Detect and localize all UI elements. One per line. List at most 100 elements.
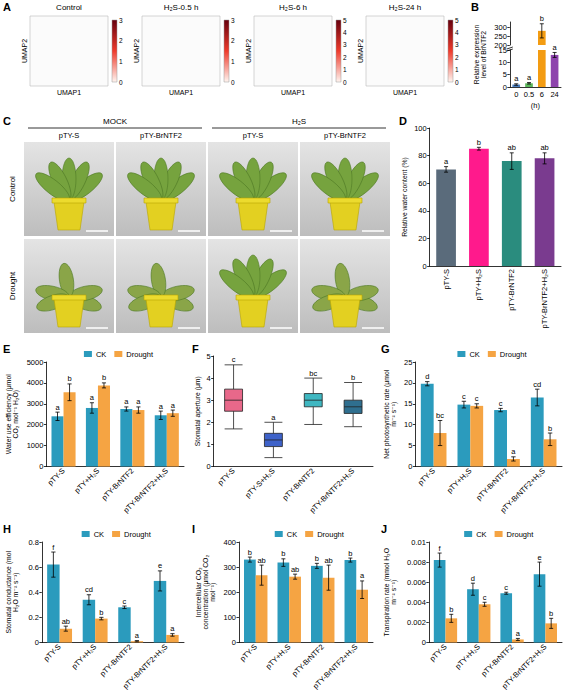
svg-text:CK: CK [96, 350, 106, 359]
svg-text:0: 0 [231, 79, 235, 86]
svg-text:UMAP1: UMAP1 [393, 89, 417, 96]
svg-text:G: G [381, 343, 390, 355]
svg-text:b: b [67, 374, 71, 383]
svg-text:Drought: Drought [317, 530, 345, 539]
svg-text:bc: bc [309, 369, 317, 378]
svg-text:ab: ab [324, 556, 332, 565]
svg-text:a: a [90, 393, 95, 402]
svg-text:pTY+H₂S: pTY+H₂S [264, 642, 293, 671]
svg-text:15: 15 [404, 399, 412, 408]
svg-text:a: a [55, 403, 60, 412]
svg-text:b: b [315, 554, 319, 563]
svg-text:F: F [192, 343, 199, 355]
svg-text:0.01: 0.01 [411, 538, 426, 547]
svg-text:5: 5 [206, 352, 210, 361]
svg-text:J: J [381, 523, 387, 535]
svg-text:b: b [351, 373, 355, 382]
svg-text:Drought: Drought [500, 350, 528, 359]
svg-text:bc: bc [436, 411, 444, 420]
svg-text:UMAP2: UMAP2 [245, 39, 252, 63]
svg-text:CK: CK [287, 530, 297, 539]
svg-text:a: a [135, 631, 140, 640]
svg-text:5: 5 [455, 17, 459, 24]
svg-text:pTY-BrNTF2: pTY-BrNTF2 [474, 466, 510, 502]
svg-text:mol⁻¹): mol⁻¹) [209, 583, 217, 602]
svg-text:a: a [159, 402, 164, 411]
svg-text:UMAP1: UMAP1 [57, 89, 81, 96]
svg-text:a: a [360, 571, 365, 580]
svg-text:pTY-BrNTF2+H₂S: pTY-BrNTF2+H₂S [121, 642, 169, 690]
svg-text:H₂S-6 h: H₂S-6 h [279, 3, 307, 12]
svg-text:2: 2 [455, 54, 459, 61]
svg-text:H₂O m⁻² s⁻¹): H₂O m⁻² s⁻¹) [12, 572, 20, 612]
svg-text:pTY-BrNTF2: pTY-BrNTF2 [290, 642, 326, 678]
svg-text:pTY-BrNTF2: pTY-BrNTF2 [479, 642, 515, 678]
svg-text:15: 15 [498, 46, 506, 55]
svg-text:c: c [504, 583, 508, 592]
svg-text:pTY-S: pTY-S [46, 466, 67, 487]
svg-text:24: 24 [550, 90, 558, 99]
svg-text:4: 4 [455, 29, 459, 36]
svg-text:c: c [475, 394, 479, 403]
svg-text:a: a [516, 629, 521, 638]
svg-text:2: 2 [231, 37, 235, 44]
svg-text:100: 100 [223, 613, 236, 622]
svg-text:e: e [158, 561, 162, 570]
svg-text:c: c [499, 399, 503, 408]
svg-text:c: c [232, 355, 236, 364]
svg-text:25: 25 [404, 358, 412, 367]
svg-text:10: 10 [498, 58, 506, 67]
svg-text:a: a [444, 157, 449, 166]
svg-text:2000: 2000 [27, 420, 44, 429]
svg-text:(h): (h) [531, 101, 541, 110]
svg-text:pTY-S: pTY-S [59, 131, 80, 140]
svg-text:0: 0 [408, 462, 412, 471]
svg-text:1: 1 [231, 58, 235, 65]
svg-text:0.6: 0.6 [28, 563, 38, 572]
svg-text:20: 20 [418, 234, 426, 243]
svg-text:d: d [425, 372, 429, 381]
svg-text:0: 0 [514, 90, 518, 99]
svg-text:0.4: 0.4 [28, 588, 38, 597]
svg-text:Drought: Drought [507, 530, 535, 539]
svg-text:UMAP1: UMAP1 [281, 89, 305, 96]
svg-text:b: b [348, 549, 352, 558]
svg-text:E: E [3, 343, 10, 355]
svg-text:pTY-BrNTF2: pTY-BrNTF2 [507, 269, 516, 311]
svg-text:4: 4 [343, 29, 347, 36]
svg-text:0: 0 [206, 462, 210, 471]
svg-text:pTY+H₂S: pTY+H₂S [474, 269, 483, 300]
svg-text:m⁻² s⁻¹): m⁻² s⁻¹) [390, 402, 398, 427]
svg-text:0: 0 [422, 638, 426, 647]
svg-text:0.008: 0.008 [407, 558, 426, 567]
svg-text:ab: ab [257, 556, 265, 565]
svg-text:1: 1 [343, 66, 347, 73]
svg-text:b: b [99, 608, 103, 617]
svg-text:m⁻² s⁻¹): m⁻² s⁻¹) [390, 580, 398, 605]
svg-text:10: 10 [404, 420, 412, 429]
svg-text:3: 3 [231, 17, 235, 24]
svg-text:6: 6 [540, 90, 544, 99]
svg-text:pTY-S: pTY-S [442, 269, 451, 290]
svg-text:b: b [281, 549, 285, 558]
svg-text:pTY-BrNTF2: pTY-BrNTF2 [100, 466, 136, 502]
svg-text:a: a [171, 401, 176, 410]
svg-text:b: b [102, 373, 106, 382]
svg-text:a: a [271, 413, 276, 422]
svg-text:0: 0 [343, 79, 347, 86]
svg-text:2: 2 [206, 418, 210, 427]
svg-text:80: 80 [418, 151, 426, 160]
svg-text:e: e [537, 553, 541, 562]
svg-text:pTY-BrNTF2+H₂S: pTY-BrNTF2+H₂S [311, 642, 359, 690]
svg-text:UMAP1: UMAP1 [169, 89, 193, 96]
svg-text:4: 4 [206, 374, 210, 383]
svg-text:cd: cd [85, 585, 93, 594]
svg-text:pTY-S: pTY-S [238, 642, 259, 663]
svg-text:Drought: Drought [124, 530, 152, 539]
svg-text:ab: ab [540, 143, 548, 152]
svg-text:2: 2 [343, 54, 347, 61]
svg-text:0: 0 [232, 638, 236, 647]
svg-text:MOCK: MOCK [103, 117, 128, 126]
svg-text:300: 300 [494, 23, 507, 32]
svg-text:A: A [3, 1, 11, 13]
